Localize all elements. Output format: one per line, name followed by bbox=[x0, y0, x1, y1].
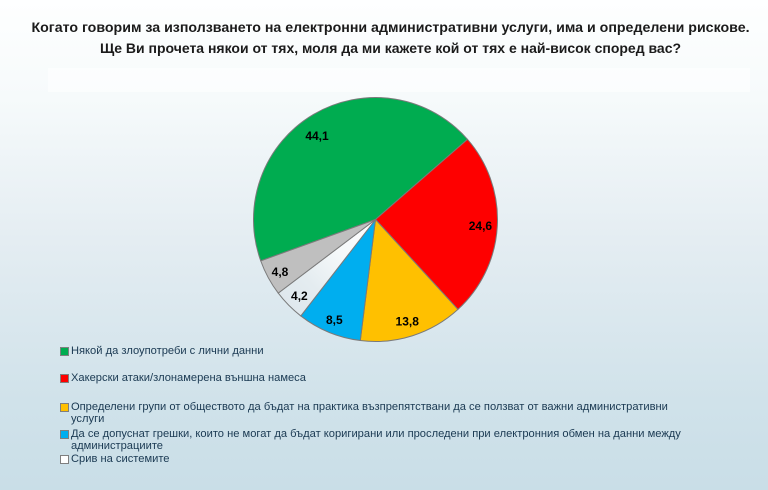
svg-text:13,8: 13,8 bbox=[396, 315, 420, 329]
svg-text:8,5: 8,5 bbox=[326, 313, 343, 327]
svg-text:24,6: 24,6 bbox=[469, 219, 493, 233]
svg-text:4,8: 4,8 bbox=[272, 265, 289, 279]
svg-text:44,1: 44,1 bbox=[305, 129, 329, 143]
svg-text:4,2: 4,2 bbox=[291, 289, 308, 303]
